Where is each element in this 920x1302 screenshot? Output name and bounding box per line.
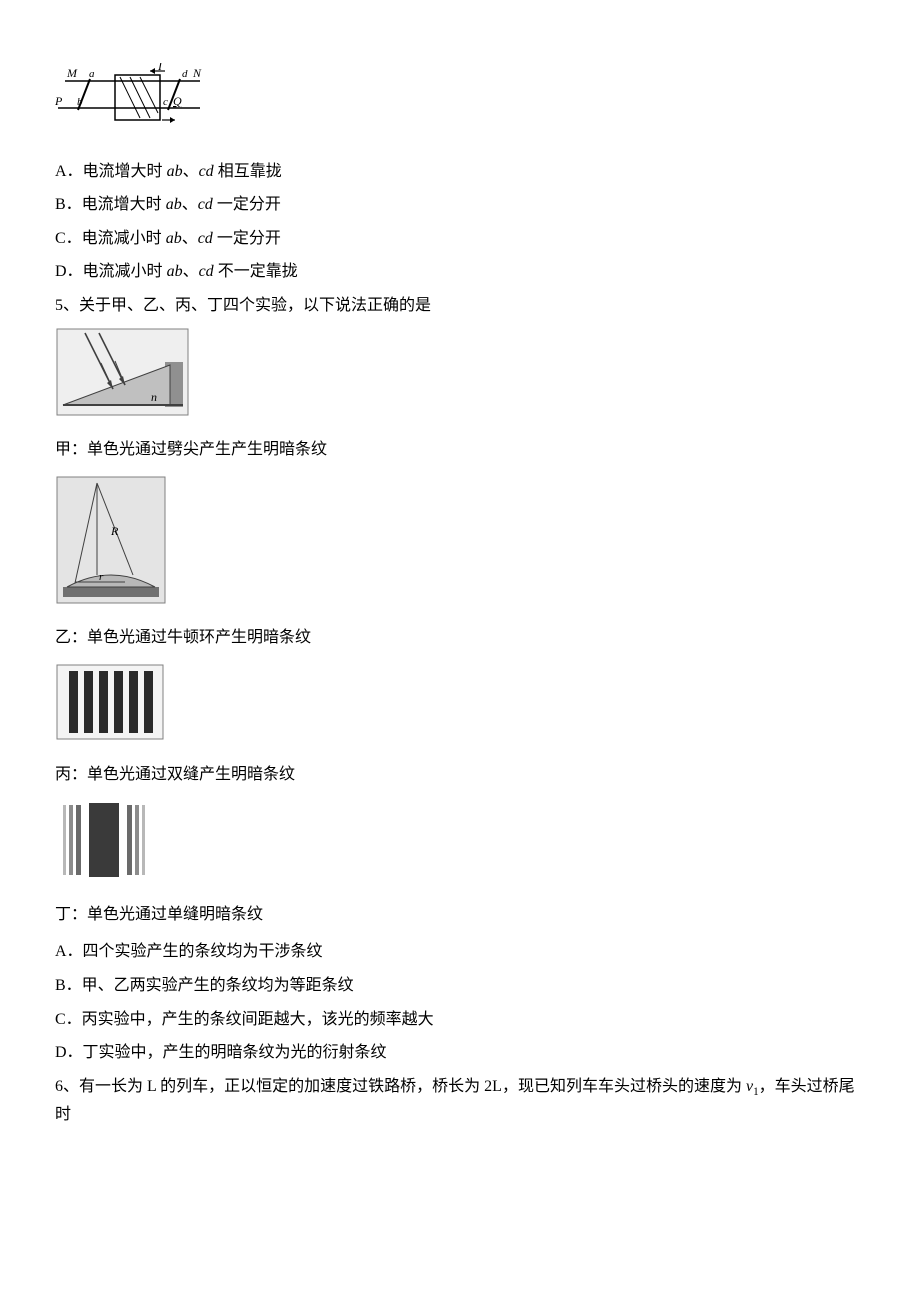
svg-text:P: P [55,94,63,108]
q5-option-d: D．丁实验中，产生的明暗条纹为光的衍射条纹 [55,1040,865,1066]
q5-option-c: C．丙实验中，产生的条纹间距越大，该光的频率越大 [55,1007,865,1033]
svg-text:b: b [77,96,83,108]
q4-d-tail: 不一定靠拢 [214,263,298,280]
q4-c-sep: 、 [182,230,198,247]
q4-option-c: C．电流减小时 ab、cd 一定分开 [55,226,865,252]
q4-a-cd: cd [199,163,214,180]
q4-circuit-svg: M a d N P b c Q I [55,63,205,138]
q4-d-sep: 、 [183,263,199,280]
q4-d-ab: ab [167,263,183,280]
svg-text:r: r [99,571,104,583]
q6-v1: v [746,1078,753,1095]
q4-a-prefix: A．电流增大时 [55,163,167,180]
q5-text: 5、关于甲、乙、丙、丁四个实验，以下说法正确的是 [55,293,865,319]
q4-figure: M a d N P b c Q I [55,63,865,147]
svg-text:d: d [182,68,188,80]
q5-fig-bing [55,663,865,750]
q5-option-a: A．四个实验产生的条纹均为干涉条纹 [55,939,865,965]
q4-d-prefix: D．电流减小时 [55,263,167,280]
svg-text:Q: Q [173,94,182,108]
q4-b-prefix: B．电流增大时 [55,196,166,213]
q4-option-b: B．电流增大时 ab、cd 一定分开 [55,192,865,218]
q4-b-sep: 、 [182,196,198,213]
svg-text:n: n [151,390,157,404]
q5-caption-ding: 丁：单色光通过单缝明暗条纹 [55,902,865,928]
q4-c-prefix: C．电流减小时 [55,230,166,247]
svg-text:N: N [192,66,202,80]
svg-text:a: a [89,68,95,80]
q5-fig-jia: n [55,327,865,426]
q5-caption-bing: 丙：单色光通过双缝产生明暗条纹 [55,762,865,788]
q5-caption-yi: 乙：单色光通过牛顿环产生明暗条纹 [55,625,865,651]
q4-c-ab: ab [166,230,182,247]
q4-c-cd: cd [198,230,213,247]
q4-a-tail: 相互靠拢 [214,163,282,180]
q6-head: 6、有一长为 L 的列车，正以恒定的加速度过铁路桥，桥长为 2L，现已知列车车头… [55,1078,746,1095]
q4-b-tail: 一定分开 [213,196,281,213]
q5-caption-jia: 甲：单色光通过劈尖产生产生明暗条纹 [55,437,865,463]
svg-text:R: R [110,524,119,538]
q5-fig-yi: R r [55,475,865,614]
q4-d-cd: cd [199,263,214,280]
q4-option-a: A．电流增大时 ab、cd 相互靠拢 [55,159,865,185]
svg-text:M: M [66,66,78,80]
q4-b-cd: cd [198,196,213,213]
q4-c-tail: 一定分开 [213,230,281,247]
q5-fig-ding [55,799,865,890]
q6-text: 6、有一长为 L 的列车，正以恒定的加速度过铁路桥，桥长为 2L，现已知列车车头… [55,1074,865,1128]
q4-option-d: D．电流减小时 ab、cd 不一定靠拢 [55,259,865,285]
q4-b-ab: ab [166,196,182,213]
q5-option-b: B．甲、乙两实验产生的条纹均为等距条纹 [55,973,865,999]
q4-a-ab: ab [167,163,183,180]
q4-a-sep: 、 [183,163,199,180]
svg-text:c: c [163,96,168,108]
